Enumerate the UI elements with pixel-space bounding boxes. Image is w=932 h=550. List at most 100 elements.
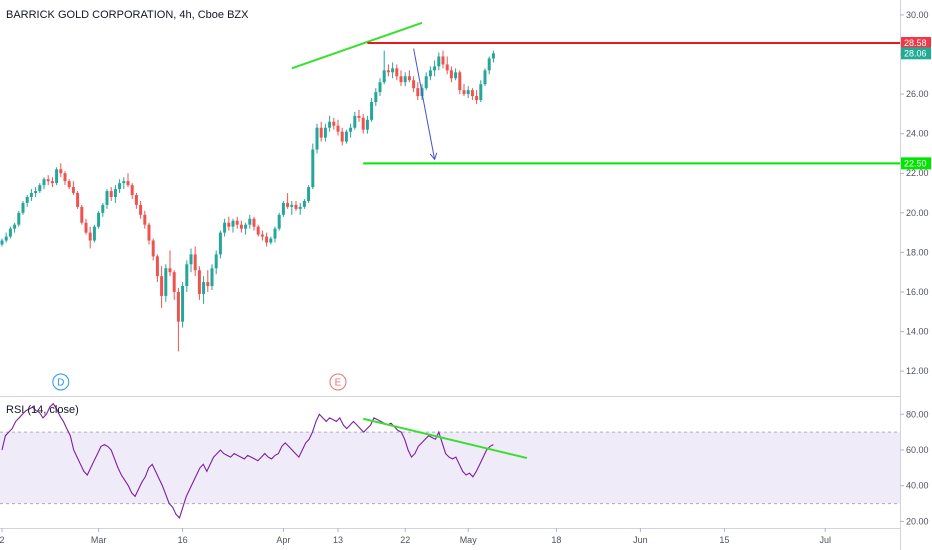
candle-body [349,127,353,132]
candle [433,60,437,77]
candle [172,270,176,300]
candle [147,222,151,245]
price-tick-label: 12.00 [906,366,929,376]
candle-body [407,76,411,81]
candle [277,212,281,231]
candle-body [223,222,227,233]
candle-body [298,206,302,209]
upper-trendline[interactable] [291,21,423,70]
rsi-tick-label: 60.00 [906,445,929,455]
price-tick-label: 30.00 [906,10,929,20]
candle-body [281,202,285,215]
candle [260,230,264,241]
candle-body [92,226,96,241]
candle-body [365,119,369,130]
candle [155,254,159,283]
candle-body [59,169,63,174]
time-tick-label: Jul [819,535,831,545]
candle [374,88,378,106]
rsi-tick-label: 40.00 [906,481,929,491]
candle-body [248,218,252,225]
candle [143,210,147,229]
candle-body [260,234,264,237]
drawing-annotations[interactable] [291,21,900,165]
price-tag-label: 28.58 [904,38,927,48]
candle [223,218,227,237]
event-marker-label: D [57,378,64,389]
event-marker[interactable]: E [329,373,347,391]
candle [197,266,201,300]
candle-body [113,189,117,197]
candle-body [382,70,386,83]
candle-body [315,127,319,150]
candle-body [84,222,88,233]
candle [130,183,134,199]
candle [407,70,411,83]
time-axis[interactable]: 2 Mar 16 Apr 13 22 May 18 Jun 15 Jul [0,528,831,545]
candle-body [206,282,210,287]
candle-body [151,240,155,257]
price-tag-label: 28.06 [904,48,927,58]
candle-body [437,56,441,67]
candle-body [101,204,105,213]
rsi-trendline[interactable] [362,417,528,460]
candle-body [466,90,470,95]
candle-body [336,125,340,132]
time-tick-label: 13 [333,535,343,545]
candle-body [214,254,218,269]
candle-body [399,76,403,83]
event-marker[interactable]: D [52,373,70,391]
candle-body [235,220,239,225]
candle-body [416,88,420,97]
candle-body [441,56,445,65]
projection-arrow[interactable] [413,48,436,160]
candle-body [172,272,176,292]
candle-body [475,96,479,101]
candle-body [0,240,4,245]
candle [466,86,470,99]
candle-body [21,202,25,213]
candle-body [479,84,483,101]
candle [315,123,319,154]
candle [181,282,185,328]
candle [13,222,17,233]
candle-body [13,224,17,229]
chart-title: BARRICK GOLD CORPORATION, 4h, Cboe BZX [6,9,249,21]
rsi-pane[interactable]: RSI (14, close) [0,402,900,519]
candle-body [55,169,59,184]
candle [302,198,306,209]
candle [202,276,206,304]
candle-body [487,58,491,71]
candle [134,193,138,209]
price-tick-label: 18.00 [906,247,929,257]
candle-body [395,68,399,77]
candle-body [126,181,130,186]
candle [97,210,101,229]
candle [454,68,458,81]
candle [34,187,38,197]
candle [210,264,214,291]
candle-body [227,222,231,227]
candle [8,226,12,239]
rsi-axis[interactable]: 80.00 60.00 40.00 20.00 [900,409,929,526]
time-tick-label: 16 [178,535,188,545]
candle-body [164,268,168,296]
candle-body [122,181,126,184]
rsi-label: RSI (14, close) [6,404,79,416]
candle [441,50,445,69]
candle [21,200,25,215]
candle [399,70,403,87]
candle [382,50,386,85]
candle [126,173,130,188]
candle-body [218,232,222,255]
candle [164,264,168,302]
candle [437,52,441,71]
candle-body [193,254,197,271]
rsi-band [0,432,900,504]
candle [336,119,340,136]
candle [80,204,84,225]
